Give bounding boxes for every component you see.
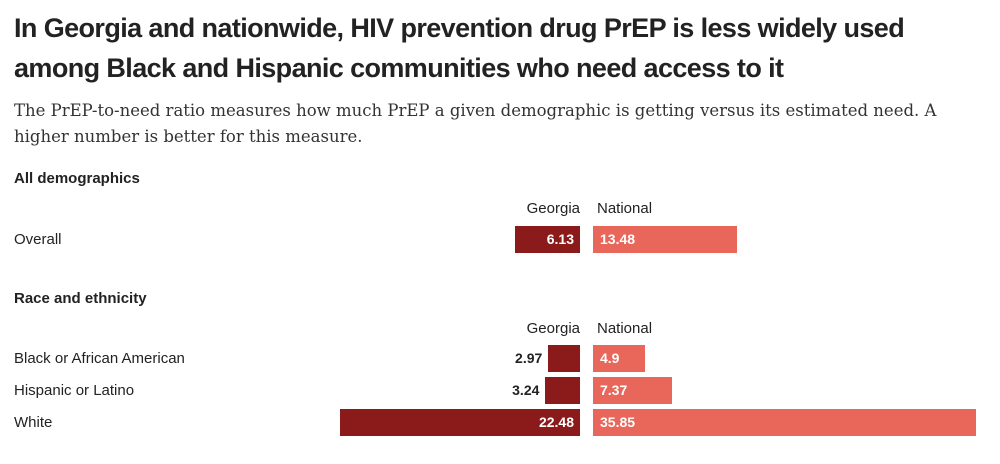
data-label-national: 35.85	[600, 414, 636, 430]
data-label-georgia: 6.13	[546, 231, 574, 247]
bar-national	[593, 345, 646, 372]
data-label-georgia: 2.97	[515, 350, 543, 366]
data-label-georgia: 3.24	[512, 382, 540, 398]
row-label: Black or African American	[14, 350, 185, 367]
data-label-national: 13.48	[600, 231, 636, 247]
column-header-georgia: Georgia	[526, 200, 580, 217]
section-label: Race and ethnicity	[14, 290, 147, 307]
chart-subtitle: The PrEP-to-need ratio measures how much…	[14, 101, 937, 146]
section-label: All demographics	[14, 170, 140, 187]
bar-georgia	[514, 226, 580, 253]
bar-georgia	[548, 345, 580, 372]
column-header-georgia: Georgia	[526, 320, 580, 337]
row-label: Overall	[14, 231, 62, 248]
chart-title: In Georgia and nationwide, HIV preventio…	[14, 13, 905, 83]
bar-georgia	[339, 409, 580, 436]
bar-national	[593, 409, 976, 436]
row-label: Hispanic or Latino	[14, 382, 135, 399]
data-label-national: 4.9	[600, 350, 620, 366]
row-label: White	[14, 414, 53, 431]
bar-georgia	[545, 377, 580, 404]
data-label-national: 7.37	[600, 382, 628, 398]
data-label-georgia: 22.48	[538, 414, 574, 430]
column-header-national: National	[597, 320, 653, 337]
bar-national	[593, 226, 737, 253]
bar-national	[593, 377, 672, 404]
column-header-national: National	[597, 200, 653, 217]
